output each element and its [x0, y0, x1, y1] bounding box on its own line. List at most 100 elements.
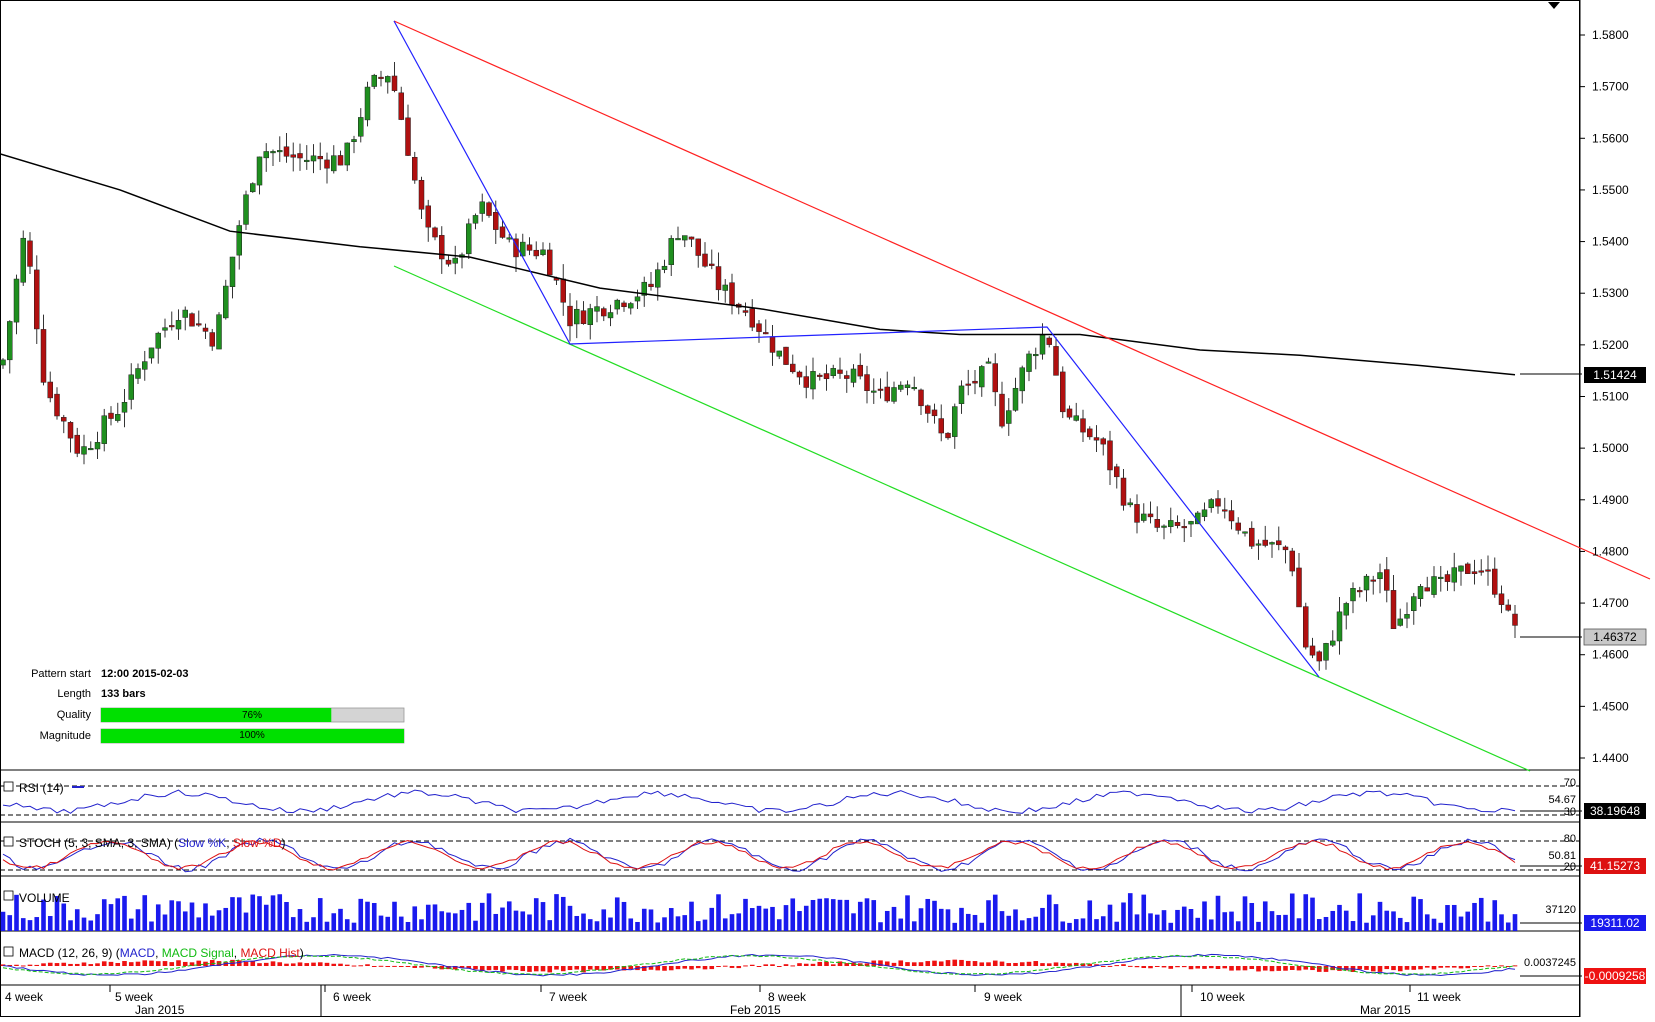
- stoch-title-sep: ,: [226, 836, 233, 850]
- volume-bar: [682, 915, 688, 931]
- quality-bar-fill: [101, 708, 332, 722]
- volume-bar: [419, 919, 424, 931]
- volume-bar: [115, 898, 121, 931]
- volume-bar: [1343, 910, 1349, 931]
- macd-hist-bar: [527, 966, 532, 972]
- rsi-toggle-icon[interactable]: [3, 781, 14, 792]
- macd-hist-bar: [662, 966, 667, 971]
- week-label-6: 6 week: [333, 990, 372, 1004]
- macd-hist-bar: [1087, 963, 1093, 966]
- candle-body: [547, 249, 553, 276]
- candle-body: [837, 369, 843, 374]
- candle-body: [1208, 499, 1214, 509]
- volume-bar: [911, 921, 917, 931]
- volume-bar: [351, 922, 357, 931]
- volume-bar: [486, 893, 492, 931]
- week-label-9: 9 week: [984, 990, 1023, 1004]
- volume-bar: [864, 898, 870, 931]
- candle-body: [175, 320, 182, 330]
- macd-hist-bar: [142, 960, 148, 966]
- volume-bar: [182, 911, 188, 931]
- macd-hist-bar: [1168, 966, 1174, 969]
- volume-bar: [1019, 920, 1025, 931]
- volume-bar: [1330, 910, 1336, 931]
- month-label-mar: Mar 2015: [1360, 1003, 1411, 1017]
- macd-hist-bar: [351, 965, 357, 967]
- candle-body: [567, 305, 573, 327]
- macd-hist-bar: [297, 962, 303, 966]
- macd-hist-bar: [1040, 963, 1045, 966]
- week-label-8: 8 week: [768, 990, 807, 1004]
- volume-bar: [230, 897, 235, 931]
- volume-bar: [41, 899, 46, 931]
- candle-body: [1296, 567, 1302, 608]
- candle-body: [331, 155, 337, 172]
- volume-level: 37120: [1545, 904, 1576, 916]
- rsi-value: 38.19648: [1590, 804, 1640, 818]
- macd-hist-bar: [412, 966, 418, 968]
- stoch-level-20: 20: [1564, 861, 1576, 873]
- macd-hist-bar: [486, 966, 492, 971]
- volume-bar: [68, 920, 73, 931]
- macd-value: -0.0009258: [1585, 969, 1646, 983]
- macd-hist-bar: [128, 962, 134, 966]
- price-tick-label: 1.5400: [1592, 235, 1629, 249]
- macd-hist-bar: [830, 964, 836, 966]
- macd-hist-bar: [1121, 964, 1126, 966]
- volume-bar: [689, 901, 694, 931]
- candle-body: [715, 266, 722, 291]
- candle-body: [999, 393, 1005, 427]
- macd-hist-bar: [1067, 963, 1072, 966]
- candle-body: [94, 442, 101, 450]
- candle-body: [418, 180, 425, 210]
- volume-toggle-icon[interactable]: [3, 890, 14, 901]
- volume-bar: [648, 909, 654, 931]
- volume-bar: [1107, 904, 1113, 931]
- macd-hist-bar: [47, 962, 53, 966]
- volume-bar: [513, 910, 519, 931]
- pattern-start-label: Pattern start: [31, 668, 91, 680]
- stoch-toggle-icon[interactable]: [3, 836, 14, 847]
- macd-hist-bar: [101, 961, 107, 966]
- candle-body: [1478, 570, 1484, 573]
- volume-bar: [506, 901, 512, 931]
- candle-body: [412, 157, 418, 181]
- macd-hist-bar: [824, 961, 829, 966]
- macd-hist-bar: [74, 963, 80, 966]
- volume-bar: [1188, 909, 1194, 931]
- candle-body: [310, 155, 317, 162]
- volume-bar: [520, 911, 526, 931]
- candle-body: [486, 202, 492, 216]
- volume-bar: [844, 899, 850, 931]
- candle-body: [7, 321, 13, 361]
- candle-body: [162, 327, 168, 331]
- candle-body: [236, 225, 242, 256]
- volume-bar: [284, 902, 289, 931]
- volume-bar: [1168, 922, 1174, 931]
- macd-hist-bar: [776, 966, 782, 967]
- candle-body: [1471, 571, 1478, 574]
- scroll-marker-icon[interactable]: [1548, 2, 1560, 9]
- macd-hist-bar: [7, 964, 13, 966]
- macd-hist-bar: [945, 960, 951, 966]
- candle-body: [34, 269, 40, 330]
- candle-body: [1485, 569, 1491, 572]
- stoch-title-open: (: [171, 836, 178, 850]
- volume-bar: [14, 894, 19, 931]
- candle-body: [817, 374, 823, 377]
- candle-body: [790, 363, 796, 373]
- macd-hist-bar: [851, 962, 856, 966]
- volume-bar: [1418, 899, 1423, 931]
- macd-toggle-icon[interactable]: [3, 946, 14, 957]
- volume-bar: [830, 899, 836, 931]
- macd-hist-bar: [88, 964, 94, 966]
- volume-bar: [459, 909, 465, 931]
- candle-body: [979, 366, 985, 388]
- macd-hist-bar: [716, 966, 721, 967]
- macd-hist-bar: [34, 964, 40, 966]
- macd-hist-bar: [864, 963, 870, 966]
- volume-bar: [1337, 904, 1342, 931]
- candle-body: [1276, 540, 1282, 546]
- candle-body: [844, 375, 850, 379]
